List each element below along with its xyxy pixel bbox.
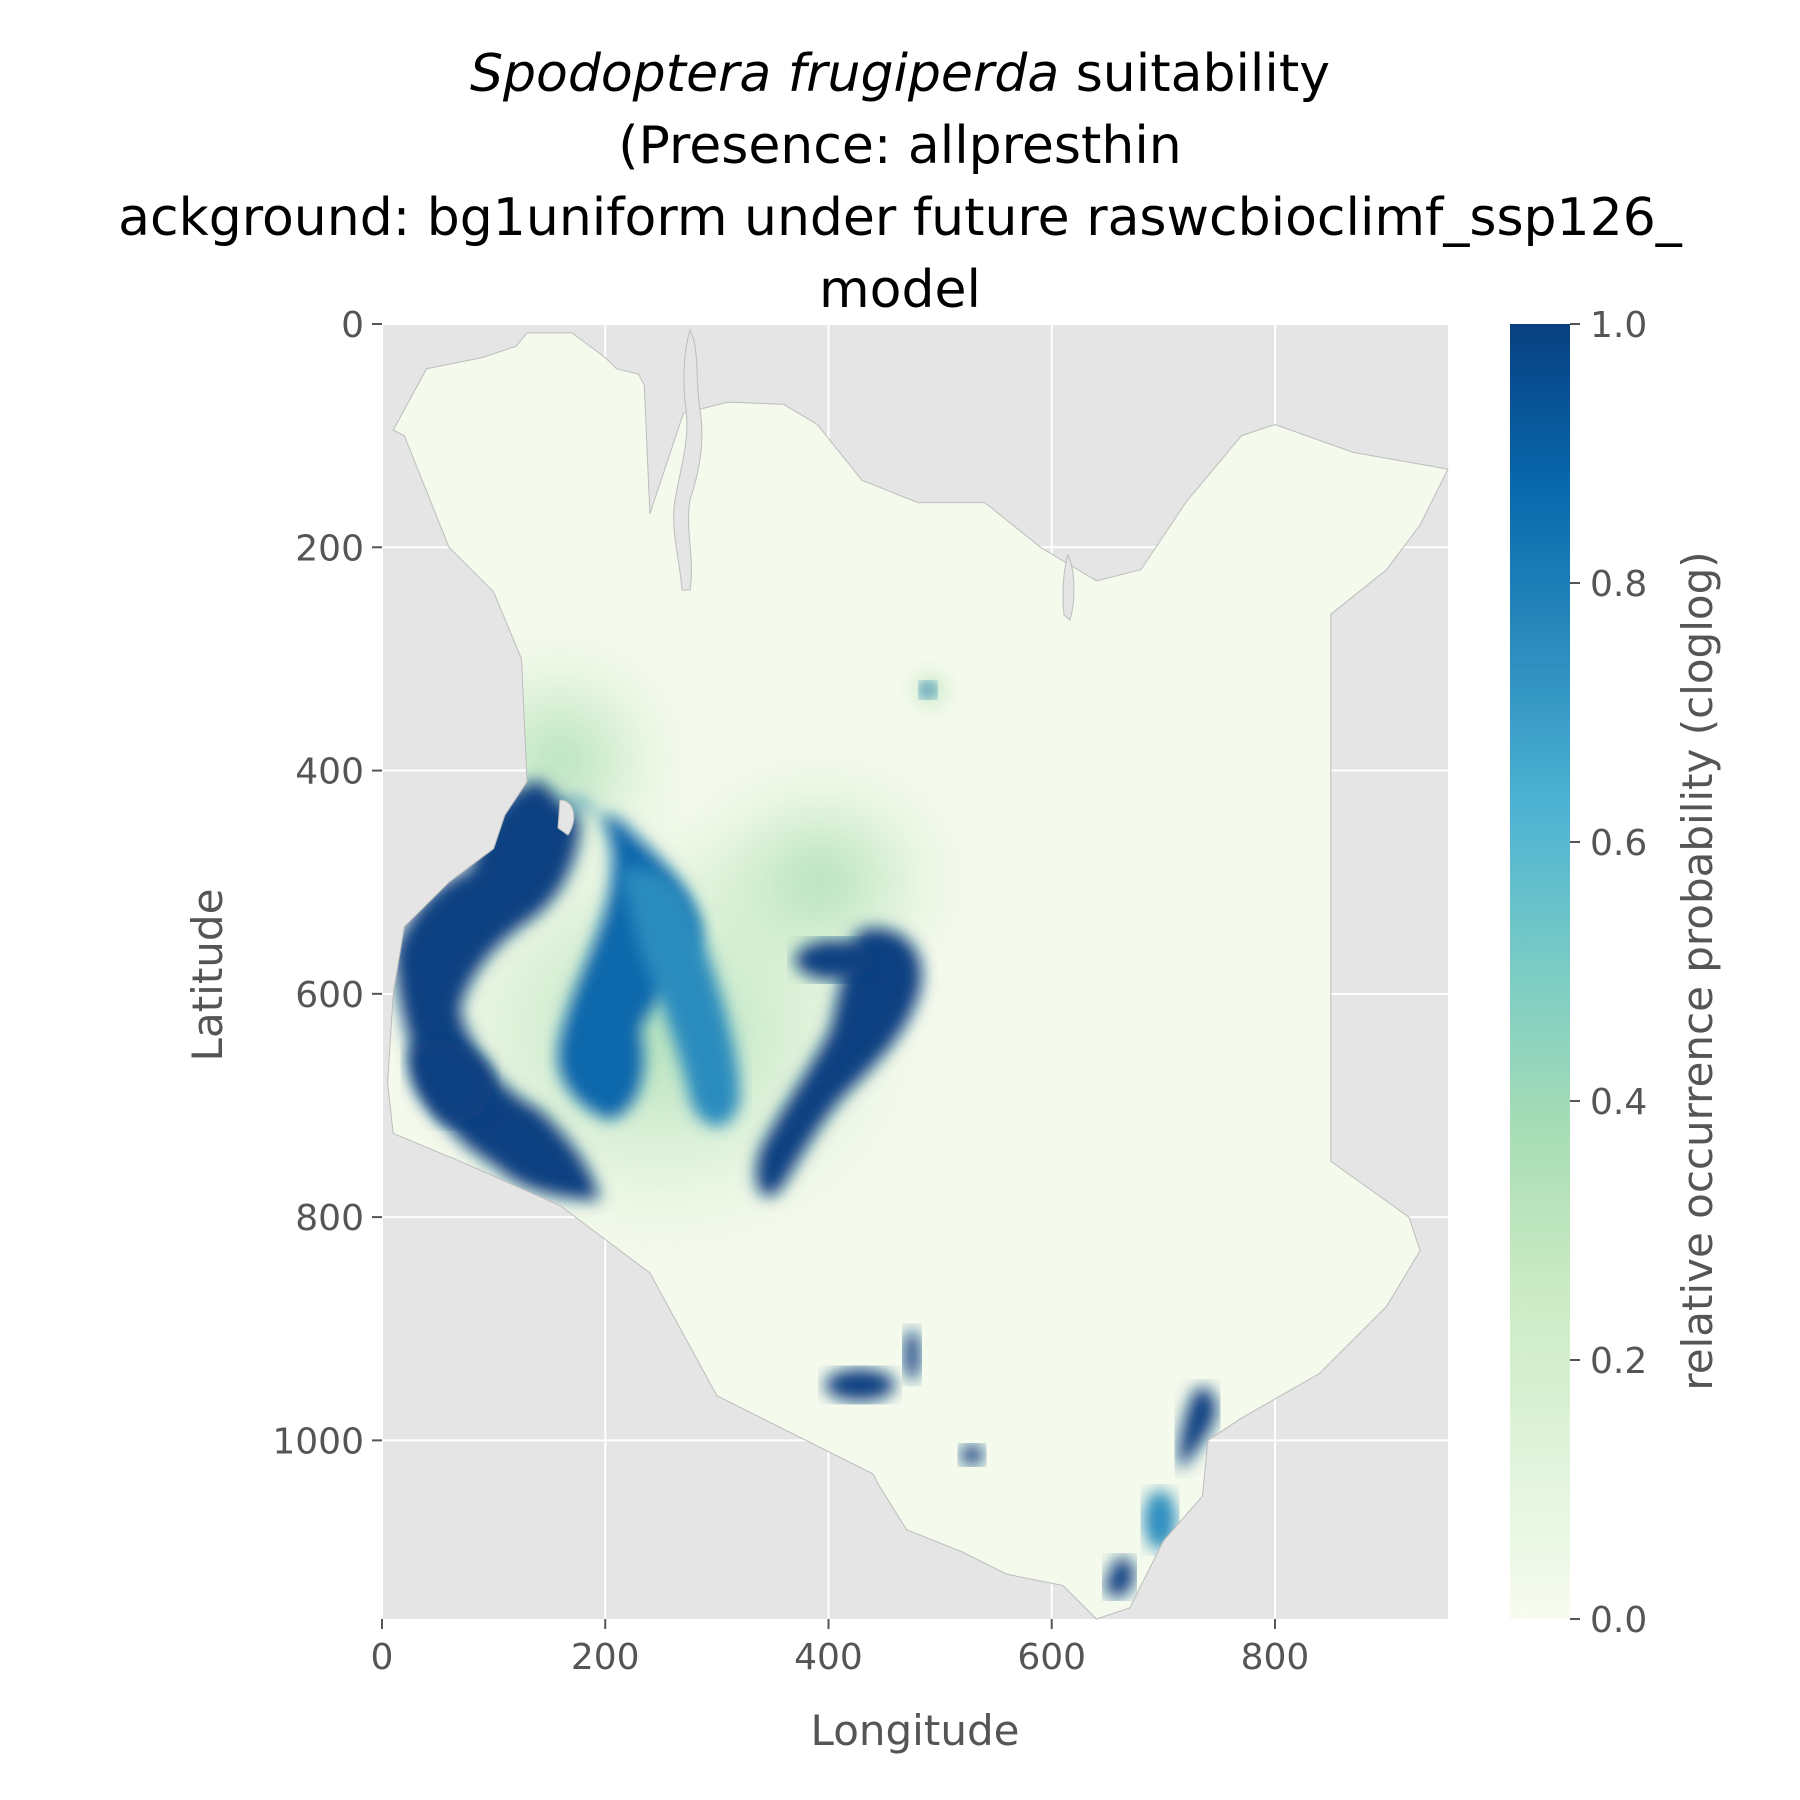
title-suffix: suitability	[1059, 44, 1330, 104]
y-tick-label: 1000	[272, 1421, 364, 1462]
y-tick-label: 600	[295, 975, 364, 1016]
title-line-1: Spodoptera frugiperda suitability	[0, 38, 1800, 110]
title-line-4: model	[819, 260, 981, 320]
y-tick-label: 800	[295, 1198, 364, 1239]
chart-title: Spodoptera frugiperda suitability (Prese…	[0, 38, 1800, 326]
colorbar-tick-label: 0.6	[1590, 823, 1647, 864]
high-suitability-south	[904, 1329, 920, 1381]
high-suitability-west	[409, 1039, 492, 1123]
x-tick-label: 800	[1241, 1637, 1310, 1678]
colorbar-ticks: 0.0 0.2 0.4 0.6 0.8 1.0	[1570, 305, 1647, 1641]
lakes-nodata	[557, 328, 1075, 836]
high-suitability-south	[960, 1445, 984, 1465]
y-tick-label: 400	[295, 752, 364, 793]
colorbar-tick-label: 0.4	[1590, 1082, 1647, 1123]
colorbar-tick-label: 0.2	[1590, 1341, 1647, 1382]
country-border	[387, 332, 1449, 1620]
colorbar-label: relative occurrence probability (cloglog…	[1673, 551, 1722, 1390]
title-line-3: ackground: bg1uniform under future raswc…	[118, 188, 1682, 248]
high-suitability-south	[825, 1369, 895, 1401]
high-suitability-central	[756, 928, 922, 1197]
x-tick-label: 600	[1017, 1637, 1086, 1678]
x-tick-label: 400	[794, 1637, 863, 1678]
title-line-2: (Presence: allpresthin	[618, 116, 1182, 176]
colorbar-tick-label: 0.8	[1590, 564, 1647, 605]
colorbar-tick-label: 0.0	[1590, 1600, 1647, 1641]
x-tick-label: 200	[571, 1637, 640, 1678]
y-axis-ticks: 0 200 400 600 800 1000	[272, 305, 382, 1462]
x-tick-label: 0	[371, 1637, 394, 1678]
high-suitability-coast	[1105, 1557, 1135, 1597]
high-suitability-north	[920, 682, 936, 698]
lake-turkana	[673, 328, 703, 591]
x-axis-label: Longitude	[811, 1706, 1020, 1755]
y-tick-label: 200	[295, 528, 364, 569]
suitability-raster	[387, 332, 1449, 1619]
lake	[1062, 553, 1075, 621]
high-suitability-central	[795, 940, 875, 980]
title-species: Spodoptera frugiperda	[470, 44, 1060, 104]
y-axis-label: Latitude	[183, 889, 232, 1062]
y-tick-label: 0	[341, 305, 364, 346]
colorbar	[1510, 324, 1570, 1619]
x-axis-ticks: 0 200 400 600 800	[371, 1619, 1310, 1678]
lake	[557, 799, 575, 836]
high-suitability-central	[620, 868, 740, 1127]
colorbar-tick-label: 1.0	[1590, 305, 1647, 346]
high-suitability-coast	[1178, 1387, 1217, 1470]
